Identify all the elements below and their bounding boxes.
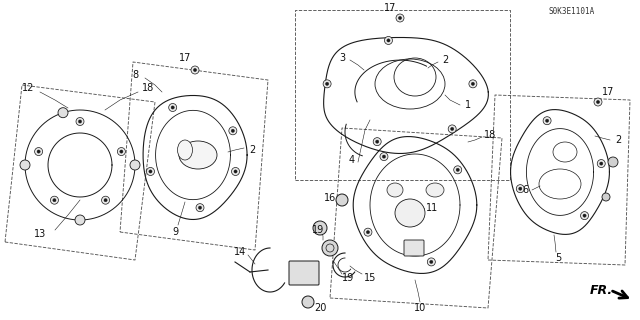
Text: 17: 17 <box>602 87 614 97</box>
Text: 12: 12 <box>22 83 34 93</box>
Circle shape <box>382 155 385 158</box>
Circle shape <box>79 120 82 123</box>
Circle shape <box>429 260 433 263</box>
Circle shape <box>313 221 327 235</box>
Text: 19: 19 <box>312 225 324 235</box>
Circle shape <box>147 167 154 175</box>
Text: 2: 2 <box>615 135 621 145</box>
Circle shape <box>469 80 477 88</box>
Circle shape <box>596 100 600 104</box>
Circle shape <box>149 170 152 173</box>
Text: 8: 8 <box>132 70 138 80</box>
Text: 4: 4 <box>349 155 355 165</box>
Text: 11: 11 <box>426 203 438 213</box>
Circle shape <box>130 160 140 170</box>
Circle shape <box>20 160 30 170</box>
Circle shape <box>580 212 589 220</box>
Circle shape <box>231 129 234 132</box>
Circle shape <box>120 150 123 153</box>
Circle shape <box>35 148 43 156</box>
Text: 17: 17 <box>179 53 191 63</box>
Text: 18: 18 <box>484 130 496 140</box>
Circle shape <box>451 127 454 131</box>
Text: 10: 10 <box>414 303 426 313</box>
FancyBboxPatch shape <box>289 261 319 285</box>
Circle shape <box>456 168 460 172</box>
Circle shape <box>326 82 329 85</box>
Circle shape <box>117 148 125 156</box>
Circle shape <box>76 117 84 125</box>
Circle shape <box>234 170 237 173</box>
Circle shape <box>364 228 372 236</box>
Text: 2: 2 <box>442 55 448 65</box>
Text: 15: 15 <box>364 273 376 283</box>
Circle shape <box>51 196 58 204</box>
Text: 16: 16 <box>324 193 336 203</box>
Circle shape <box>376 140 379 143</box>
Circle shape <box>366 231 369 234</box>
Circle shape <box>454 166 461 174</box>
Circle shape <box>196 204 204 212</box>
Circle shape <box>380 153 388 161</box>
Circle shape <box>323 80 331 88</box>
Ellipse shape <box>426 183 444 197</box>
Ellipse shape <box>177 140 193 160</box>
Circle shape <box>191 66 199 74</box>
Circle shape <box>198 206 202 209</box>
Circle shape <box>396 14 404 22</box>
Circle shape <box>53 199 56 202</box>
Text: 13: 13 <box>34 229 46 239</box>
Circle shape <box>385 36 392 44</box>
Circle shape <box>37 150 40 153</box>
Circle shape <box>302 296 314 308</box>
Text: 19: 19 <box>342 273 354 283</box>
Text: 1: 1 <box>465 100 471 110</box>
Circle shape <box>232 167 239 175</box>
Circle shape <box>600 162 603 165</box>
Circle shape <box>518 187 522 190</box>
Circle shape <box>594 98 602 106</box>
Text: 9: 9 <box>172 227 178 237</box>
Text: 14: 14 <box>234 247 246 257</box>
Circle shape <box>229 127 237 135</box>
Circle shape <box>104 199 107 202</box>
Text: 18: 18 <box>142 83 154 93</box>
Text: 3: 3 <box>339 53 345 63</box>
Circle shape <box>171 106 174 109</box>
Text: 20: 20 <box>314 303 326 313</box>
FancyBboxPatch shape <box>404 240 424 256</box>
Circle shape <box>448 125 456 133</box>
Circle shape <box>193 68 196 72</box>
Circle shape <box>471 82 474 85</box>
Circle shape <box>597 160 605 168</box>
Text: 2: 2 <box>249 145 255 155</box>
Circle shape <box>543 117 551 125</box>
Text: 5: 5 <box>555 253 561 263</box>
Circle shape <box>583 214 586 217</box>
Text: 6: 6 <box>522 185 528 195</box>
Circle shape <box>102 196 109 204</box>
Circle shape <box>602 193 610 201</box>
Circle shape <box>516 185 524 193</box>
Circle shape <box>428 258 435 266</box>
Circle shape <box>387 39 390 42</box>
Circle shape <box>322 240 338 256</box>
Text: S0K3E1101A: S0K3E1101A <box>549 7 595 17</box>
Circle shape <box>398 16 402 20</box>
Ellipse shape <box>387 183 403 197</box>
Circle shape <box>58 108 68 118</box>
Text: 17: 17 <box>384 3 396 13</box>
Circle shape <box>373 138 381 146</box>
Circle shape <box>169 103 177 111</box>
Circle shape <box>75 215 85 225</box>
Circle shape <box>608 157 618 167</box>
Circle shape <box>336 194 348 206</box>
Text: FR.: FR. <box>590 284 613 297</box>
Ellipse shape <box>395 199 425 227</box>
Ellipse shape <box>179 141 217 169</box>
Circle shape <box>545 119 548 122</box>
